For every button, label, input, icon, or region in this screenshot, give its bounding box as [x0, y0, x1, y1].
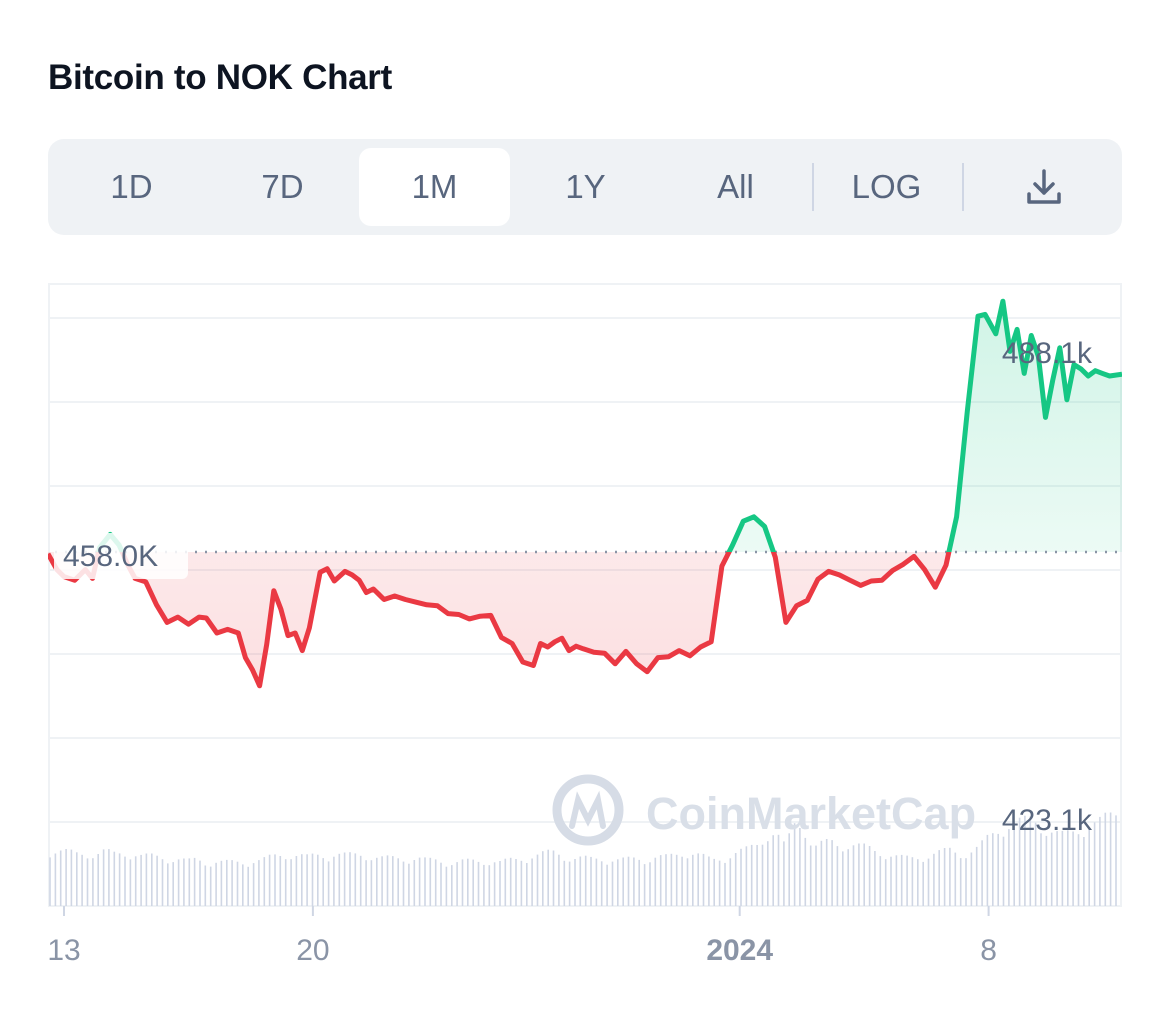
price-line-below	[48, 552, 952, 689]
price-series-line	[48, 298, 1122, 689]
area-above-reference	[48, 301, 1122, 552]
reference-label: 458.0K	[63, 540, 158, 573]
download-icon	[1026, 169, 1061, 204]
chart-title: Bitcoin to NOK Chart	[48, 58, 392, 97]
coinmarketcap-logo-icon	[552, 774, 624, 846]
tab-1d[interactable]: 1D	[110, 168, 153, 205]
price-line-above	[96, 298, 1122, 552]
x-tick-label: 20	[296, 934, 329, 967]
watermark: CoinMarketCap	[552, 774, 976, 846]
tab-all[interactable]: All	[717, 168, 754, 205]
timeframe-toolbar: 1D 7D 1M 1Y All LOG	[48, 139, 1122, 235]
x-tick-label: 13	[47, 934, 80, 967]
log-scale-toggle[interactable]: LOG	[851, 168, 922, 205]
watermark-text: CoinMarketCap	[646, 788, 976, 839]
reference-label-bg	[54, 533, 188, 579]
x-axis: 13 20 2024 8	[47, 906, 997, 967]
download-button[interactable]	[968, 148, 1119, 226]
tab-1y[interactable]: 1Y	[565, 168, 606, 205]
grid-lines	[49, 317, 1121, 823]
toolbar-divider	[812, 163, 814, 211]
toolbar-divider	[962, 163, 964, 211]
max-price-label: 488.1k	[1002, 337, 1093, 370]
min-price-label: 423.1k	[1002, 804, 1093, 837]
x-tick-label: 2024	[706, 934, 773, 967]
tab-7d[interactable]: 7D	[261, 168, 304, 205]
tab-1m[interactable]: 1M	[359, 148, 510, 226]
x-tick-label: 8	[980, 934, 997, 967]
volume-bars	[49, 812, 1117, 906]
